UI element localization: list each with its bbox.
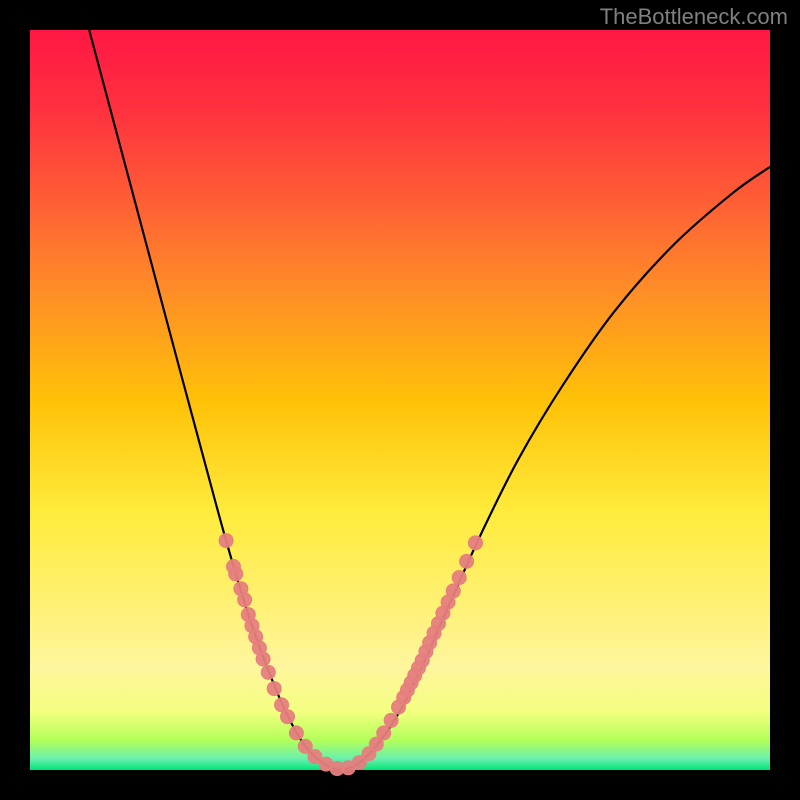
data-marker [452,571,466,585]
data-marker [281,710,295,724]
watermark-text: TheBottleneck.com [600,4,788,30]
data-marker [238,593,252,607]
gradient-background [30,30,770,770]
data-marker [267,682,281,696]
plot-area [30,30,770,770]
chart-svg [30,30,770,770]
data-marker [219,534,233,548]
data-marker [377,726,391,740]
data-marker [289,726,303,740]
data-marker [256,652,270,666]
data-marker [261,665,275,679]
data-marker [446,584,460,598]
data-marker [460,554,474,568]
data-marker [384,713,398,727]
data-marker [229,567,243,581]
data-marker [468,536,482,550]
